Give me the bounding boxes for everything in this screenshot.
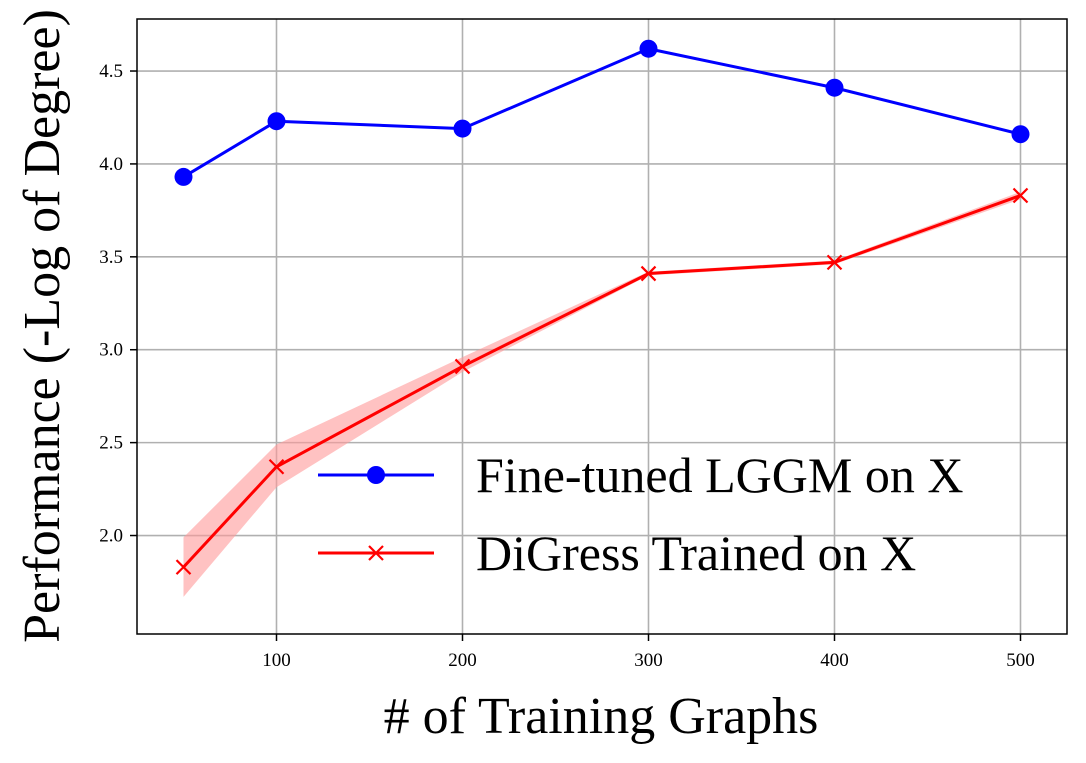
series-lines [182,47,1022,569]
y-tick-label: 3.0 [99,340,123,361]
legend: Fine-tuned LGGM on X DiGress Trained on X [318,447,963,581]
series-1-point [267,112,286,131]
series-2-point [1012,187,1029,204]
legend-marker [367,466,385,484]
y-tick-label: 3.5 [99,247,123,268]
axis-ticks: 100 200 300 400 500 2.0 2.5 3.0 3.5 4.0 4.5 [99,61,1035,671]
x-tick-label: 400 [820,650,849,671]
series-1-line [182,47,1021,179]
series-2-point [454,358,471,375]
legend-entry: Fine-tuned LGGM on X [318,447,963,503]
legend-marker [368,545,384,561]
series-markers [174,39,1030,575]
x-tick-label: 200 [448,650,477,671]
legend-label: DiGress Trained on X [476,525,916,581]
series-1-point [174,167,193,186]
series-1-point [1011,125,1030,144]
x-tick-label: 100 [262,650,291,671]
legend-entry: DiGress Trained on X [318,525,916,581]
series-1-point [639,39,658,58]
y-tick-label: 2.0 [99,526,123,547]
x-axis-label: # of Training Graphs [384,688,819,745]
y-tick-label: 2.5 [99,433,123,454]
y-tick-label: 4.0 [99,154,123,175]
y-tick-label: 4.5 [99,61,123,82]
series-2-point [175,559,192,575]
series-2-point [826,254,843,271]
x-tick-label: 500 [1006,650,1035,671]
x-tick-label: 300 [634,650,663,671]
series-2-point [640,265,657,282]
y-axis-label: Performance (-Log of Degree) [14,9,71,643]
series-1-point [825,78,844,97]
legend-label: Fine-tuned LGGM on X [476,447,963,503]
plot-frame [136,18,1068,635]
series-1-point [453,119,472,138]
series-2-line [182,194,1022,569]
series-2-point [268,459,285,475]
